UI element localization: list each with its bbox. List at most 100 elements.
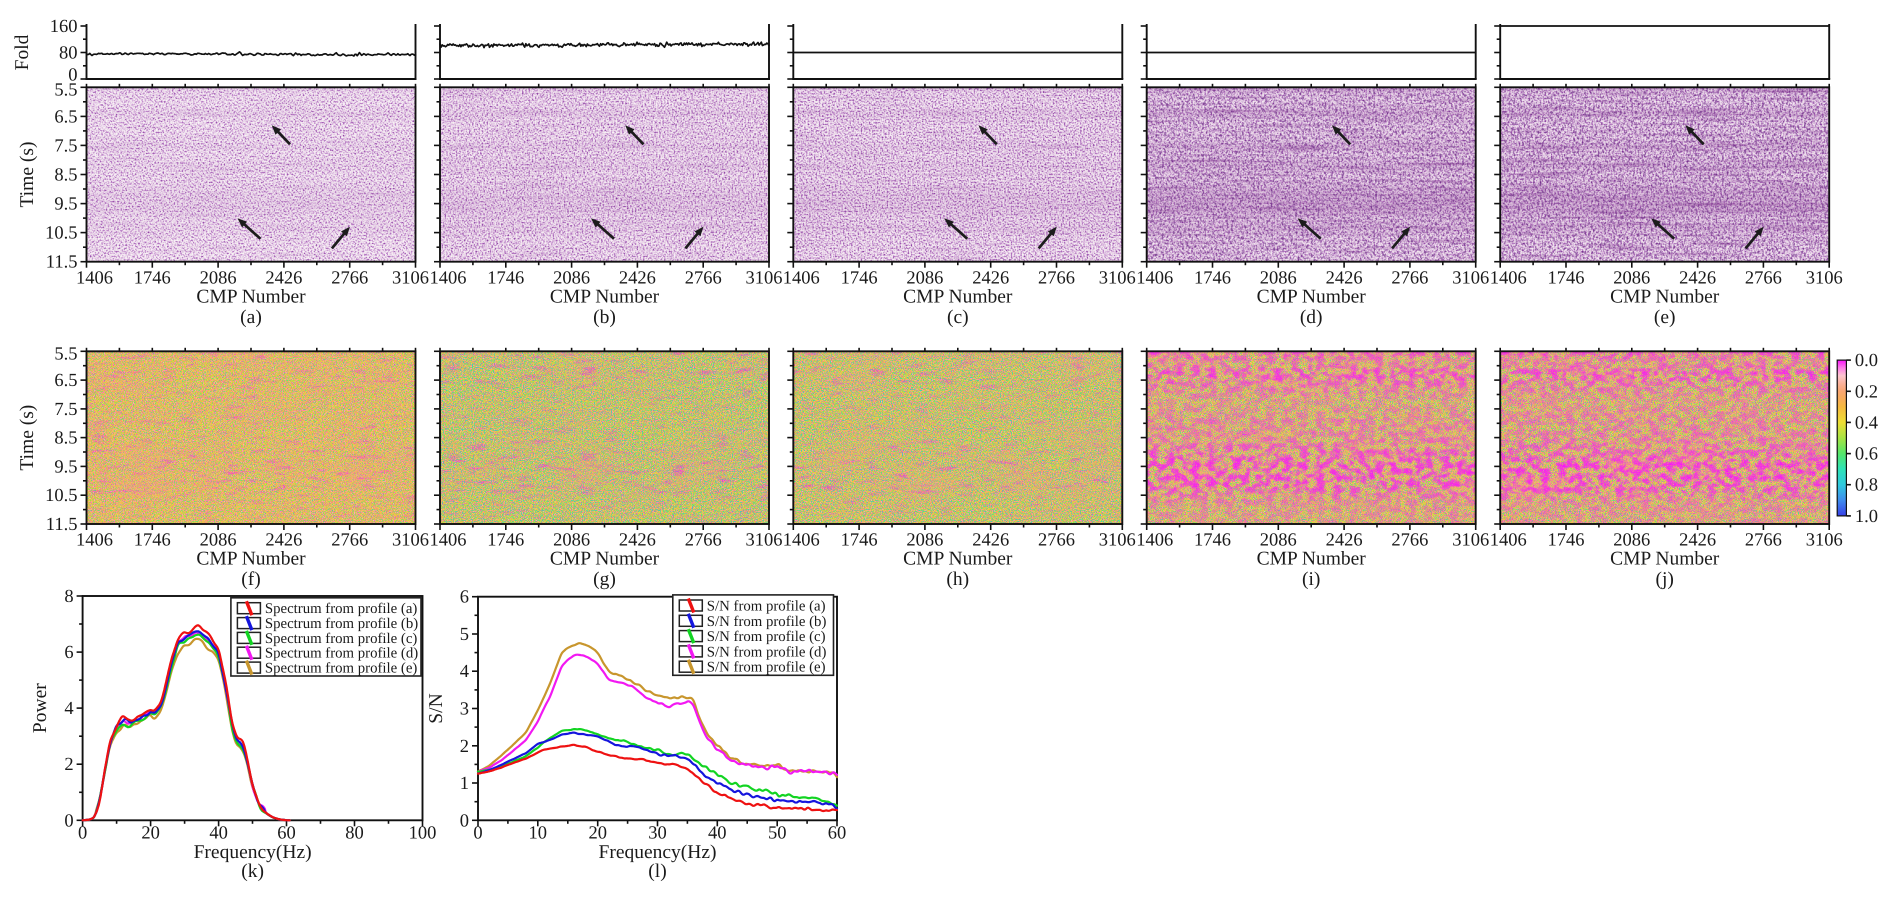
svg-text:2766: 2766 — [1038, 269, 1075, 289]
svg-text:6: 6 — [460, 588, 469, 608]
svg-text:1746: 1746 — [841, 531, 878, 551]
svg-text:1746: 1746 — [1548, 531, 1585, 551]
svg-text:(f): (f) — [241, 569, 260, 590]
svg-text:1746: 1746 — [134, 531, 171, 551]
svg-text:6: 6 — [64, 643, 73, 663]
svg-text:2766: 2766 — [685, 531, 722, 551]
svg-text:CMP Number: CMP Number — [1257, 549, 1367, 570]
svg-text:1406: 1406 — [783, 269, 820, 289]
svg-text:1406: 1406 — [430, 269, 467, 289]
svg-text:1406: 1406 — [76, 531, 113, 551]
svg-text:Frequency(Hz): Frequency(Hz) — [194, 842, 312, 863]
svg-text:S/N from profile (c): S/N from profile (c) — [707, 629, 826, 645]
svg-text:8: 8 — [64, 587, 73, 607]
svg-text:2426: 2426 — [972, 269, 1009, 289]
svg-text:2: 2 — [460, 737, 469, 757]
svg-text:(j): (j) — [1655, 569, 1673, 590]
svg-text:30: 30 — [648, 823, 667, 843]
svg-text:2086: 2086 — [553, 531, 590, 551]
svg-text:CMP Number: CMP Number — [196, 287, 306, 308]
svg-text:0.6: 0.6 — [1855, 445, 1878, 465]
svg-text:1746: 1746 — [134, 269, 171, 289]
svg-text:3106: 3106 — [1452, 269, 1489, 289]
svg-text:1406: 1406 — [430, 531, 467, 551]
svg-text:2426: 2426 — [619, 269, 656, 289]
svg-text:2426: 2426 — [265, 531, 302, 551]
svg-text:S/N: S/N — [426, 693, 447, 723]
svg-text:CMP Number: CMP Number — [550, 287, 660, 308]
svg-text:CMP Number: CMP Number — [196, 549, 306, 570]
svg-text:40: 40 — [209, 823, 228, 843]
svg-text:11.5: 11.5 — [46, 253, 78, 273]
svg-text:Fold: Fold — [12, 34, 33, 70]
svg-text:2086: 2086 — [200, 269, 237, 289]
svg-text:1.0: 1.0 — [1855, 507, 1878, 527]
svg-text:6.5: 6.5 — [54, 107, 77, 127]
svg-text:(g): (g) — [593, 569, 616, 590]
svg-text:2426: 2426 — [1679, 531, 1716, 551]
svg-text:5.5: 5.5 — [54, 80, 77, 100]
svg-text:3106: 3106 — [1452, 531, 1489, 551]
svg-text:(c): (c) — [947, 307, 969, 328]
svg-text:2086: 2086 — [1260, 269, 1297, 289]
svg-text:4: 4 — [64, 699, 73, 719]
svg-text:0.2: 0.2 — [1855, 382, 1878, 402]
svg-text:Frequency(Hz): Frequency(Hz) — [598, 842, 716, 863]
svg-text:S/N from profile (d): S/N from profile (d) — [707, 644, 827, 660]
svg-text:5: 5 — [460, 625, 469, 645]
svg-text:CMP Number: CMP Number — [903, 287, 1013, 308]
svg-text:Spectrum from profile (e): Spectrum from profile (e) — [265, 661, 418, 677]
svg-text:1406: 1406 — [1490, 531, 1527, 551]
svg-text:1406: 1406 — [76, 269, 113, 289]
svg-text:8.5: 8.5 — [54, 429, 77, 449]
svg-text:11.5: 11.5 — [46, 515, 78, 535]
svg-text:3106: 3106 — [1806, 531, 1843, 551]
svg-text:3106: 3106 — [1806, 269, 1843, 289]
svg-text:2766: 2766 — [1038, 531, 1075, 551]
svg-text:Time (s): Time (s) — [17, 142, 38, 208]
svg-text:60: 60 — [828, 823, 847, 843]
svg-text:Power: Power — [30, 683, 51, 733]
svg-text:1406: 1406 — [1136, 269, 1173, 289]
svg-text:2086: 2086 — [553, 269, 590, 289]
svg-text:1746: 1746 — [1194, 531, 1231, 551]
svg-text:2426: 2426 — [619, 531, 656, 551]
svg-text:9.5: 9.5 — [54, 457, 77, 477]
svg-text:2426: 2426 — [1326, 531, 1363, 551]
svg-text:2766: 2766 — [1391, 269, 1428, 289]
svg-text:Time (s): Time (s) — [17, 405, 38, 471]
svg-text:CMP Number: CMP Number — [550, 549, 660, 570]
svg-text:Spectrum from profile (b): Spectrum from profile (b) — [265, 616, 418, 632]
svg-text:50: 50 — [768, 823, 787, 843]
svg-text:9.5: 9.5 — [54, 195, 77, 215]
svg-text:20: 20 — [141, 823, 160, 843]
svg-text:0.0: 0.0 — [1855, 351, 1878, 371]
svg-text:80: 80 — [59, 44, 78, 64]
svg-text:2086: 2086 — [906, 531, 943, 551]
svg-text:5.5: 5.5 — [54, 344, 77, 364]
svg-text:8.5: 8.5 — [54, 166, 77, 186]
svg-text:0.4: 0.4 — [1855, 413, 1878, 433]
svg-text:2766: 2766 — [331, 269, 368, 289]
svg-text:2086: 2086 — [1260, 531, 1297, 551]
svg-text:2426: 2426 — [972, 531, 1009, 551]
svg-text:10.5: 10.5 — [45, 486, 77, 506]
svg-text:CMP Number: CMP Number — [903, 549, 1013, 570]
svg-text:0: 0 — [68, 66, 77, 86]
svg-text:1746: 1746 — [841, 269, 878, 289]
svg-text:2086: 2086 — [1613, 269, 1650, 289]
svg-text:0: 0 — [64, 811, 73, 831]
svg-text:3106: 3106 — [392, 531, 429, 551]
svg-text:1746: 1746 — [1548, 269, 1585, 289]
svg-text:S/N from profile (a): S/N from profile (a) — [707, 599, 826, 615]
svg-text:2766: 2766 — [1745, 269, 1782, 289]
svg-text:1406: 1406 — [783, 531, 820, 551]
svg-text:(a): (a) — [240, 307, 262, 328]
svg-text:10: 10 — [529, 823, 548, 843]
svg-text:Spectrum from profile (a): Spectrum from profile (a) — [265, 601, 418, 617]
svg-text:3: 3 — [460, 700, 469, 720]
svg-text:7.5: 7.5 — [54, 136, 77, 156]
svg-text:S/N from profile (e): S/N from profile (e) — [707, 660, 826, 676]
svg-text:(b): (b) — [593, 307, 616, 328]
svg-text:0: 0 — [473, 823, 482, 843]
